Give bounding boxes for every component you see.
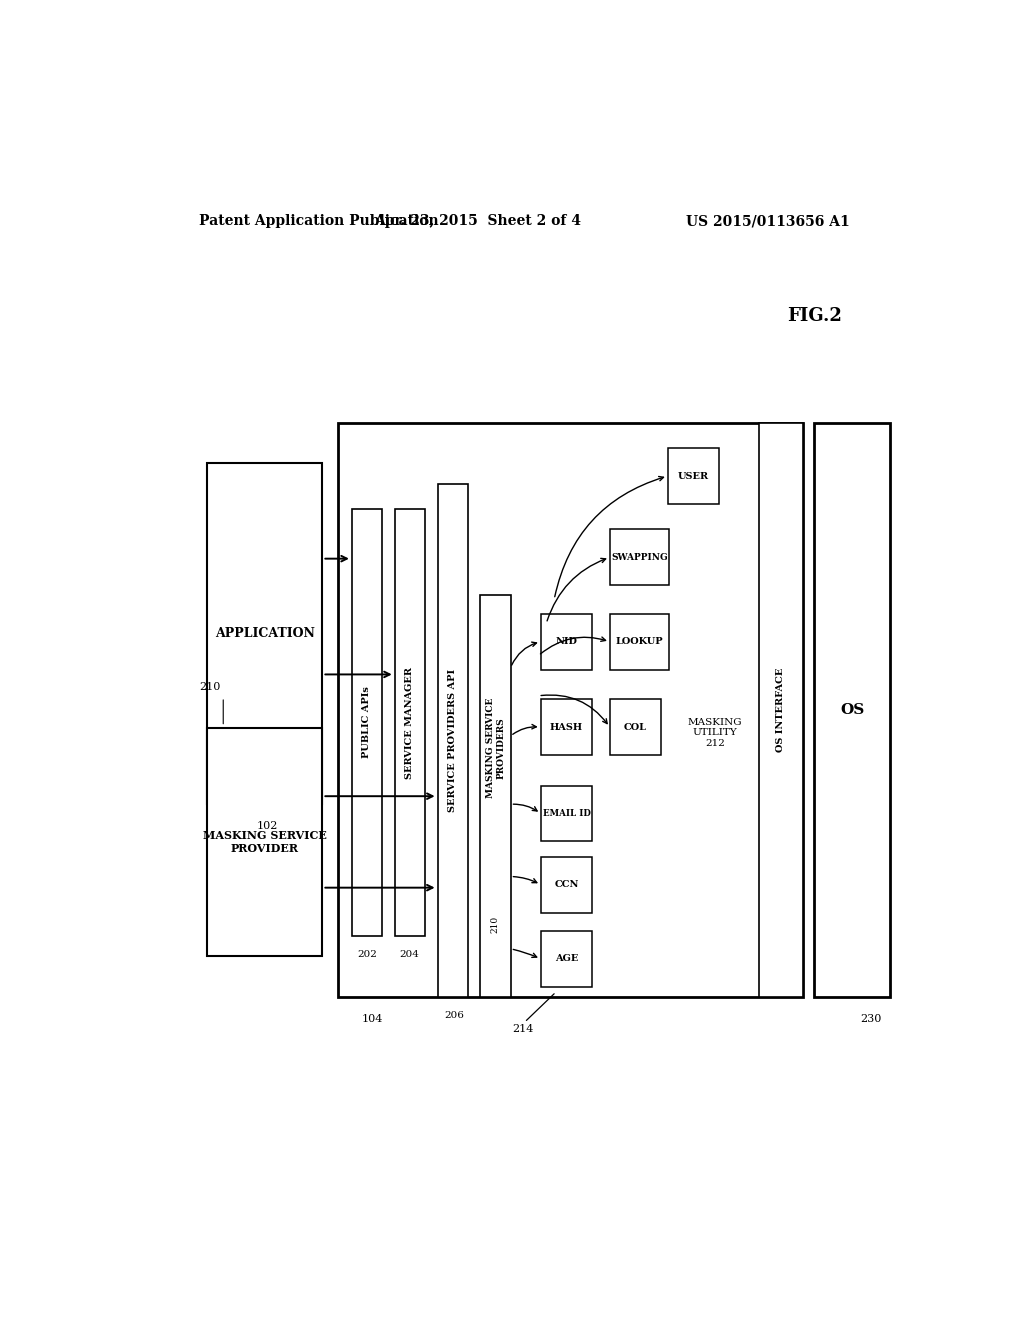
Text: 210: 210 <box>200 682 221 692</box>
Bar <box>352 510 382 936</box>
Text: NID: NID <box>556 638 578 647</box>
Text: 202: 202 <box>357 950 377 958</box>
Text: Apr. 23, 2015  Sheet 2 of 4: Apr. 23, 2015 Sheet 2 of 4 <box>374 214 581 228</box>
Text: 206: 206 <box>444 1011 465 1020</box>
Bar <box>541 700 592 755</box>
Text: 102: 102 <box>257 821 279 832</box>
Text: 210: 210 <box>490 916 500 933</box>
Bar <box>541 785 592 841</box>
Text: MASKING SERVICE
PROVIDERS: MASKING SERVICE PROVIDERS <box>485 698 505 799</box>
Text: SERVICE PROVIDERS API: SERVICE PROVIDERS API <box>449 669 457 812</box>
Text: 104: 104 <box>362 1014 383 1024</box>
Text: SERVICE MANAGER: SERVICE MANAGER <box>406 667 415 779</box>
Bar <box>814 422 890 997</box>
Text: MASKING
UTILITY
212: MASKING UTILITY 212 <box>688 718 742 747</box>
Bar <box>207 463 323 804</box>
Text: EMAIL ID: EMAIL ID <box>543 809 591 818</box>
Bar <box>437 483 468 997</box>
Bar <box>480 595 511 997</box>
Text: CCN: CCN <box>554 880 579 890</box>
Bar <box>668 447 719 504</box>
Text: AGE: AGE <box>555 954 579 964</box>
Bar <box>394 510 425 936</box>
Bar <box>609 529 670 585</box>
Text: OS INTERFACE: OS INTERFACE <box>776 668 785 752</box>
Bar <box>609 700 662 755</box>
Text: 230: 230 <box>860 1014 882 1024</box>
Bar <box>207 727 323 956</box>
Text: APPLICATION: APPLICATION <box>215 627 314 640</box>
Text: PUBLIC APIs: PUBLIC APIs <box>362 686 372 759</box>
Text: MASKING SERVICE
PROVIDER: MASKING SERVICE PROVIDER <box>203 830 327 854</box>
Text: OS: OS <box>840 702 864 717</box>
Text: 214: 214 <box>512 1024 534 1035</box>
Bar <box>541 614 592 669</box>
Text: HASH: HASH <box>550 722 583 731</box>
Text: USER: USER <box>678 471 709 480</box>
Bar <box>541 857 592 912</box>
Bar <box>338 422 803 997</box>
Text: FIG.2: FIG.2 <box>787 308 842 325</box>
Text: LOOKUP: LOOKUP <box>615 638 664 647</box>
Text: Patent Application Publication: Patent Application Publication <box>200 214 439 228</box>
Bar <box>759 422 803 997</box>
Bar <box>609 614 670 669</box>
Text: US 2015/0113656 A1: US 2015/0113656 A1 <box>686 214 850 228</box>
Bar <box>541 931 592 987</box>
Text: COL: COL <box>624 722 647 731</box>
Text: SWAPPING: SWAPPING <box>611 553 668 562</box>
Text: 204: 204 <box>399 950 420 958</box>
